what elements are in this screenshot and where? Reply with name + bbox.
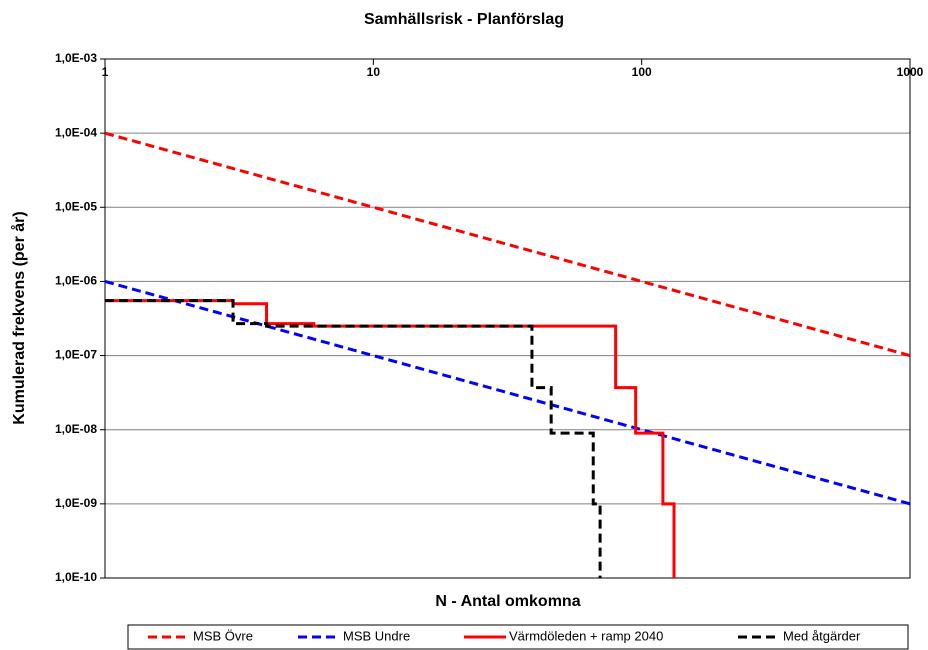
series-line bbox=[105, 131, 911, 358]
x-tick-label: 10 bbox=[367, 65, 381, 79]
legend-label: MSB Undre bbox=[343, 628, 410, 643]
y-axis-label: Kumulerad frekvens (per år) bbox=[10, 211, 28, 424]
series-line bbox=[105, 299, 602, 578]
x-tick-label: 100 bbox=[632, 65, 652, 79]
legend-box bbox=[127, 624, 909, 650]
legend-label: Med åtgärder bbox=[783, 628, 861, 643]
chart-title: Samhällsrisk - Planförslag bbox=[364, 11, 564, 28]
x-axis-label: N - Antal omkomna bbox=[435, 593, 580, 610]
plot-frame bbox=[104, 58, 911, 579]
legend-label: MSB Övre bbox=[193, 628, 253, 643]
y-tick-label: 1,0E-06 bbox=[55, 274, 97, 288]
series-line bbox=[105, 279, 911, 506]
y-tick-label: 1,0E-07 bbox=[55, 348, 97, 362]
series-line bbox=[105, 299, 676, 578]
y-tick-label: 1,0E-05 bbox=[55, 199, 97, 213]
legend-label: Värmdöleden + ramp 2040 bbox=[509, 628, 663, 643]
plot-lines bbox=[105, 131, 911, 578]
y-tick-label: 1,0E-08 bbox=[55, 422, 97, 436]
y-tick-label: 1,0E-03 bbox=[55, 51, 97, 65]
y-tick-label: 1,0E-09 bbox=[55, 496, 97, 510]
y-tick-label: 1,0E-04 bbox=[55, 125, 97, 139]
y-tick-label: 1,0E-10 bbox=[55, 570, 97, 584]
